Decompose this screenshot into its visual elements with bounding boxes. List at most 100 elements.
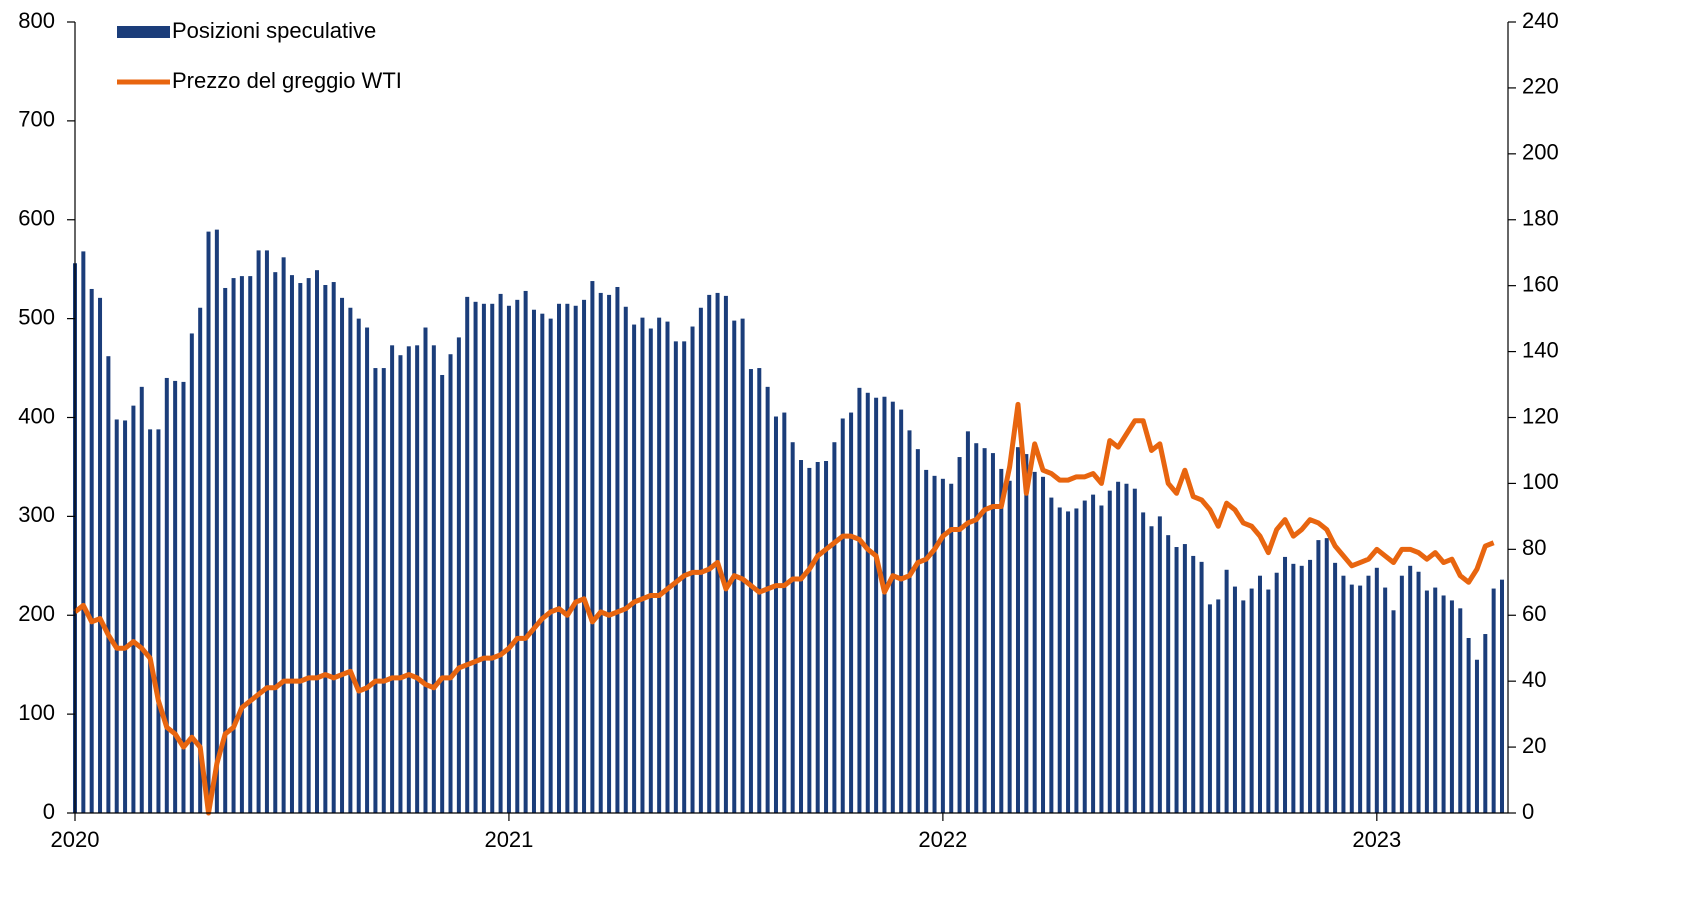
bar (940, 478, 945, 813)
bar (1232, 586, 1237, 813)
bar (123, 420, 128, 813)
bar (1316, 540, 1321, 813)
bar (1091, 494, 1096, 813)
bar (1041, 476, 1046, 813)
x-tick-label: 2020 (51, 827, 100, 852)
bar (1391, 610, 1396, 813)
bar (698, 307, 703, 813)
bar (148, 429, 153, 813)
bar (565, 303, 570, 813)
bar (206, 231, 211, 814)
bar (740, 318, 745, 813)
bar (431, 345, 436, 813)
bar (1458, 608, 1463, 813)
bar (1149, 526, 1154, 813)
bar (490, 303, 495, 813)
bar (907, 430, 912, 813)
bar (365, 327, 370, 813)
bar (1349, 584, 1354, 813)
bar (356, 318, 361, 813)
bar (1499, 579, 1504, 813)
bar (990, 453, 995, 813)
bar (423, 327, 428, 813)
bar (548, 318, 553, 813)
bar (415, 345, 420, 813)
y2-tick-label: 180 (1522, 206, 1559, 231)
line (73, 401, 1495, 816)
bar (657, 317, 662, 813)
bar (1266, 589, 1271, 813)
bar (1466, 637, 1471, 813)
y2-tick-label: 40 (1522, 667, 1546, 692)
bar (131, 405, 136, 813)
bar (1141, 512, 1146, 813)
bar (1374, 567, 1379, 813)
bar (1433, 587, 1438, 813)
bar (515, 299, 520, 813)
bar (1007, 480, 1012, 813)
bar (306, 278, 311, 813)
bar (1358, 585, 1363, 813)
bar (164, 377, 169, 813)
bar (874, 397, 879, 813)
bar (723, 295, 728, 813)
bar (256, 250, 261, 813)
bar (498, 293, 503, 813)
x-tick-label: 2021 (484, 827, 533, 852)
bar (732, 320, 737, 813)
y-tick-label: 100 (18, 700, 55, 725)
bar (1408, 565, 1413, 813)
bar (1124, 483, 1129, 813)
y2-tick-label: 80 (1522, 535, 1546, 560)
x-tick-label: 2023 (1352, 827, 1401, 852)
bar (840, 418, 845, 813)
bar (89, 288, 94, 813)
bar (615, 286, 620, 813)
bar (882, 396, 887, 813)
bar (1191, 555, 1196, 813)
bar (1491, 588, 1496, 813)
bar (481, 303, 486, 813)
bar (690, 326, 695, 813)
bar (340, 297, 345, 814)
bar (1241, 600, 1246, 813)
bar (673, 341, 678, 813)
bar (982, 448, 987, 813)
bar (1207, 604, 1212, 813)
bar (189, 333, 194, 813)
bar (632, 324, 637, 813)
bar (1341, 575, 1346, 813)
bar (506, 305, 511, 813)
x-tick-label: 2022 (918, 827, 967, 852)
y-tick-label: 200 (18, 601, 55, 626)
bar (857, 387, 862, 813)
legend-label: Prezzo del greggio WTI (172, 68, 402, 93)
bar (315, 270, 320, 813)
bar (824, 461, 829, 813)
y2-tick-label: 120 (1522, 403, 1559, 428)
bar (456, 337, 461, 813)
bar (607, 294, 612, 813)
bar (173, 380, 178, 813)
bar (815, 461, 820, 813)
y-tick-label: 500 (18, 304, 55, 329)
bar (214, 229, 219, 813)
bar (231, 278, 236, 813)
bar (1032, 471, 1037, 813)
bar (557, 303, 562, 813)
bar (1216, 599, 1221, 813)
y-tick-label: 800 (18, 8, 55, 33)
bar (273, 272, 278, 813)
bar (198, 307, 203, 813)
bar (1132, 488, 1137, 813)
bar (640, 317, 645, 813)
bar (1082, 500, 1087, 813)
bar (999, 468, 1004, 813)
bar (799, 460, 804, 813)
bar (623, 306, 628, 813)
bar (239, 276, 244, 813)
bar (1416, 571, 1421, 813)
bar (890, 401, 895, 813)
bar (915, 449, 920, 813)
